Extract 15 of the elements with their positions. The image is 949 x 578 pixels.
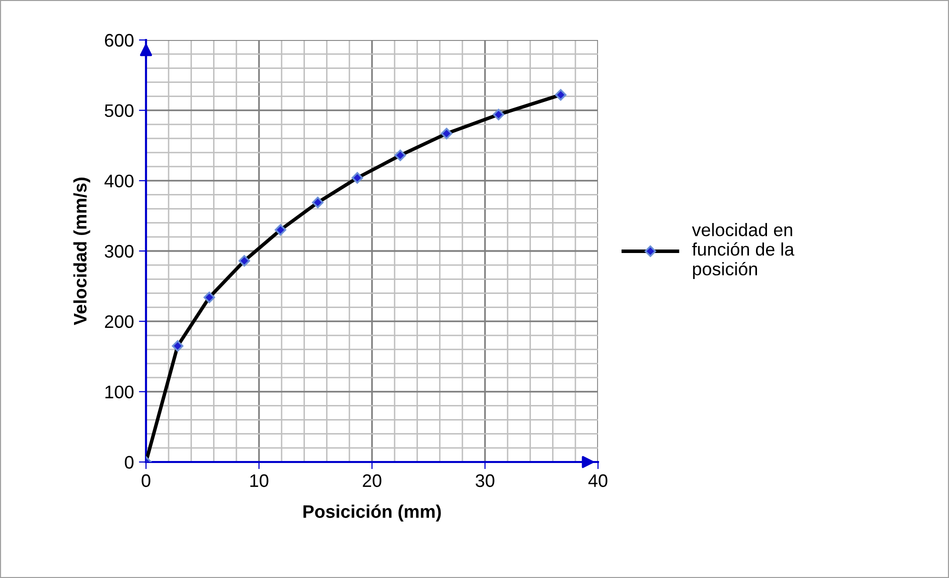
x-tick-label: 40: [588, 474, 608, 488]
x-tick-label: 0: [142, 474, 150, 488]
legend-label: velocidad en función de la posición: [692, 223, 794, 279]
x-tick-label: 10: [250, 474, 268, 488]
y-tick-label: 400: [104, 174, 134, 188]
y-tick-label: 500: [104, 104, 134, 118]
y-tick-label: 300: [104, 244, 134, 258]
y-axis-title: Velocidad (mm/s): [73, 178, 90, 326]
y-tick-label: 0: [124, 456, 134, 469]
y-tick-label: 100: [105, 386, 134, 398]
y-tick-label: 200: [104, 315, 134, 328]
x-tick-label: 30: [476, 474, 494, 488]
x-tick-label: 20: [362, 474, 382, 488]
x-axis-title: Posicición (mm): [303, 504, 441, 522]
y-tick-label: 600: [104, 34, 134, 47]
